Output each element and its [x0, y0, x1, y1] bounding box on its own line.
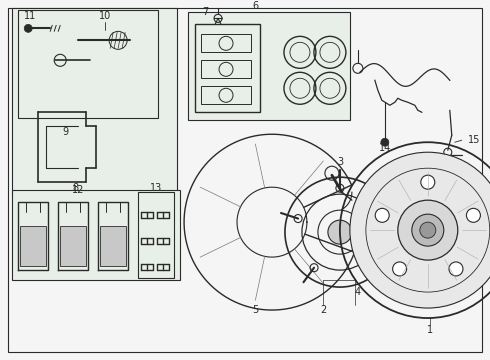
Text: 5: 5	[252, 305, 258, 315]
Circle shape	[449, 262, 463, 276]
Circle shape	[375, 208, 389, 222]
Text: 9: 9	[62, 127, 68, 137]
Text: 6: 6	[252, 1, 258, 12]
Text: 4: 4	[355, 287, 361, 297]
Text: 8: 8	[72, 183, 78, 193]
Circle shape	[328, 220, 352, 244]
Text: 10: 10	[99, 12, 111, 21]
Bar	[201, 86, 251, 104]
Circle shape	[24, 24, 32, 32]
Bar	[188, 12, 350, 120]
Circle shape	[381, 138, 389, 146]
Bar	[201, 60, 251, 78]
Bar	[18, 10, 158, 118]
Text: 1: 1	[427, 325, 433, 335]
Bar	[100, 226, 126, 266]
Text: 12: 12	[72, 185, 84, 195]
Text: 14: 14	[379, 143, 391, 153]
Bar	[12, 190, 180, 280]
Circle shape	[350, 152, 490, 308]
Circle shape	[466, 208, 480, 222]
Bar	[20, 226, 46, 266]
Text: 3: 3	[337, 157, 343, 167]
Text: 2: 2	[320, 305, 326, 315]
Bar	[201, 34, 251, 52]
Text: 11: 11	[24, 12, 36, 21]
Circle shape	[420, 222, 436, 238]
Bar	[138, 192, 174, 278]
Text: 15: 15	[468, 135, 480, 145]
Text: 13: 13	[150, 183, 162, 193]
Circle shape	[412, 214, 444, 246]
Bar	[195, 24, 260, 112]
Circle shape	[398, 200, 458, 260]
Bar	[12, 8, 177, 195]
Bar	[60, 226, 86, 266]
Text: 7: 7	[202, 7, 208, 17]
Circle shape	[421, 175, 435, 189]
Circle shape	[392, 262, 407, 276]
